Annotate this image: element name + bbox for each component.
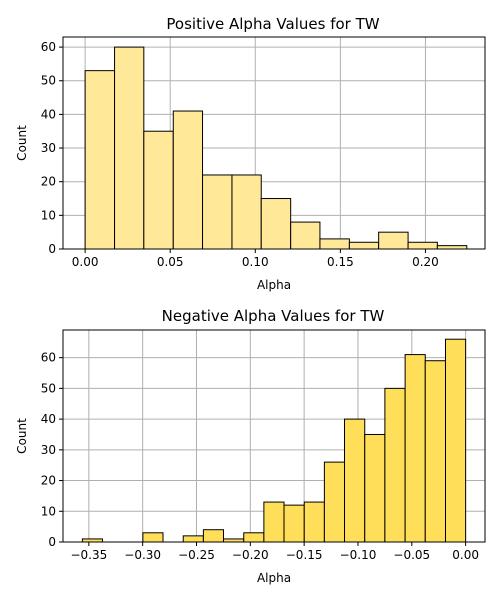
y-tick-label: 50 [41, 381, 56, 395]
histogram-bar [243, 532, 265, 543]
y-tick-label: 0 [48, 535, 56, 549]
histogram-bar [404, 354, 426, 543]
ticks: 0.00 0.05 0.10 0.15 0.20 0 10 20 30 40 50 60 [41, 40, 439, 269]
x-tick-label: −0.30 [124, 548, 161, 562]
histogram-bar [444, 338, 467, 543]
x-tick-label: −0.15 [286, 548, 323, 562]
histogram-bar [283, 504, 305, 543]
histogram-bar [142, 532, 164, 543]
x-tick-label: −0.35 [70, 548, 107, 562]
y-tick-label: 40 [41, 107, 56, 121]
histogram-bar [114, 46, 145, 250]
y-axis-label: Count [15, 125, 29, 161]
histogram-bar [364, 433, 386, 543]
y-tick-label: 40 [41, 412, 56, 426]
histogram-bar [202, 529, 225, 543]
histogram-bar [84, 70, 116, 250]
x-axis-label: Alpha [257, 278, 291, 292]
plot-frame [62, 36, 486, 250]
x-axis-label: Alpha [257, 571, 291, 585]
y-tick-label: 10 [41, 504, 56, 518]
y-tick-label: 20 [41, 474, 56, 488]
histogram-bar [384, 387, 406, 543]
histogram-bar [182, 535, 204, 543]
x-tick-label: 0.15 [327, 255, 354, 269]
histogram-bar [172, 110, 204, 250]
histogram-bar [424, 360, 446, 543]
x-tick-label: 0.05 [157, 255, 184, 269]
histogram-bar [303, 501, 325, 543]
y-axis-label: Count [15, 418, 29, 454]
ticks: −0.35 −0.30 −0.25 −0.20 −0.15 −0.10 −0.05 0.00 0… [41, 351, 479, 562]
x-tick-label: −0.20 [232, 548, 269, 562]
y-tick-label: 30 [41, 141, 56, 155]
x-tick-label: −0.25 [178, 548, 215, 562]
y-tick-label: 0 [48, 242, 56, 256]
x-tick-label: −0.10 [340, 548, 377, 562]
histogram-bar [344, 418, 366, 543]
plot-frame [62, 329, 486, 543]
x-tick-label: 0.20 [412, 255, 439, 269]
x-tick-label: 0.10 [242, 255, 269, 269]
chart-title: Positive Alpha Values for TW [166, 15, 379, 33]
chart-title: Negative Alpha Values for TW [162, 307, 385, 325]
x-tick-label: 0.00 [452, 548, 479, 562]
histogram-bar [231, 174, 262, 250]
histogram-bar [378, 231, 409, 250]
y-tick-label: 10 [41, 208, 56, 222]
positive-alpha-histogram: Positive Alpha Values for TW 0.00 0.05 0.1… [15, 15, 486, 292]
histogram-bar [143, 130, 174, 250]
histogram-bar [436, 245, 468, 250]
bars [81, 338, 467, 543]
x-tick-label: −0.05 [393, 548, 430, 562]
histogram-bar [348, 241, 380, 250]
y-tick-label: 20 [41, 175, 56, 189]
histogram-bar [407, 241, 438, 250]
histogram-bar [290, 221, 321, 250]
histogram-bar [319, 238, 350, 250]
histogram-bar [260, 198, 292, 250]
y-tick-label: 30 [41, 443, 56, 457]
histogram-bar [202, 174, 233, 250]
bars [84, 46, 468, 250]
y-tick-label: 50 [41, 74, 56, 88]
histogram-bar [323, 461, 346, 543]
y-tick-label: 60 [41, 351, 56, 365]
negative-alpha-histogram: Negative Alpha Values for TW −0.35 −0.30−… [15, 307, 486, 585]
y-tick-label: 60 [41, 40, 56, 54]
histogram-bar [263, 501, 285, 543]
x-tick-label: 0.00 [72, 255, 99, 269]
